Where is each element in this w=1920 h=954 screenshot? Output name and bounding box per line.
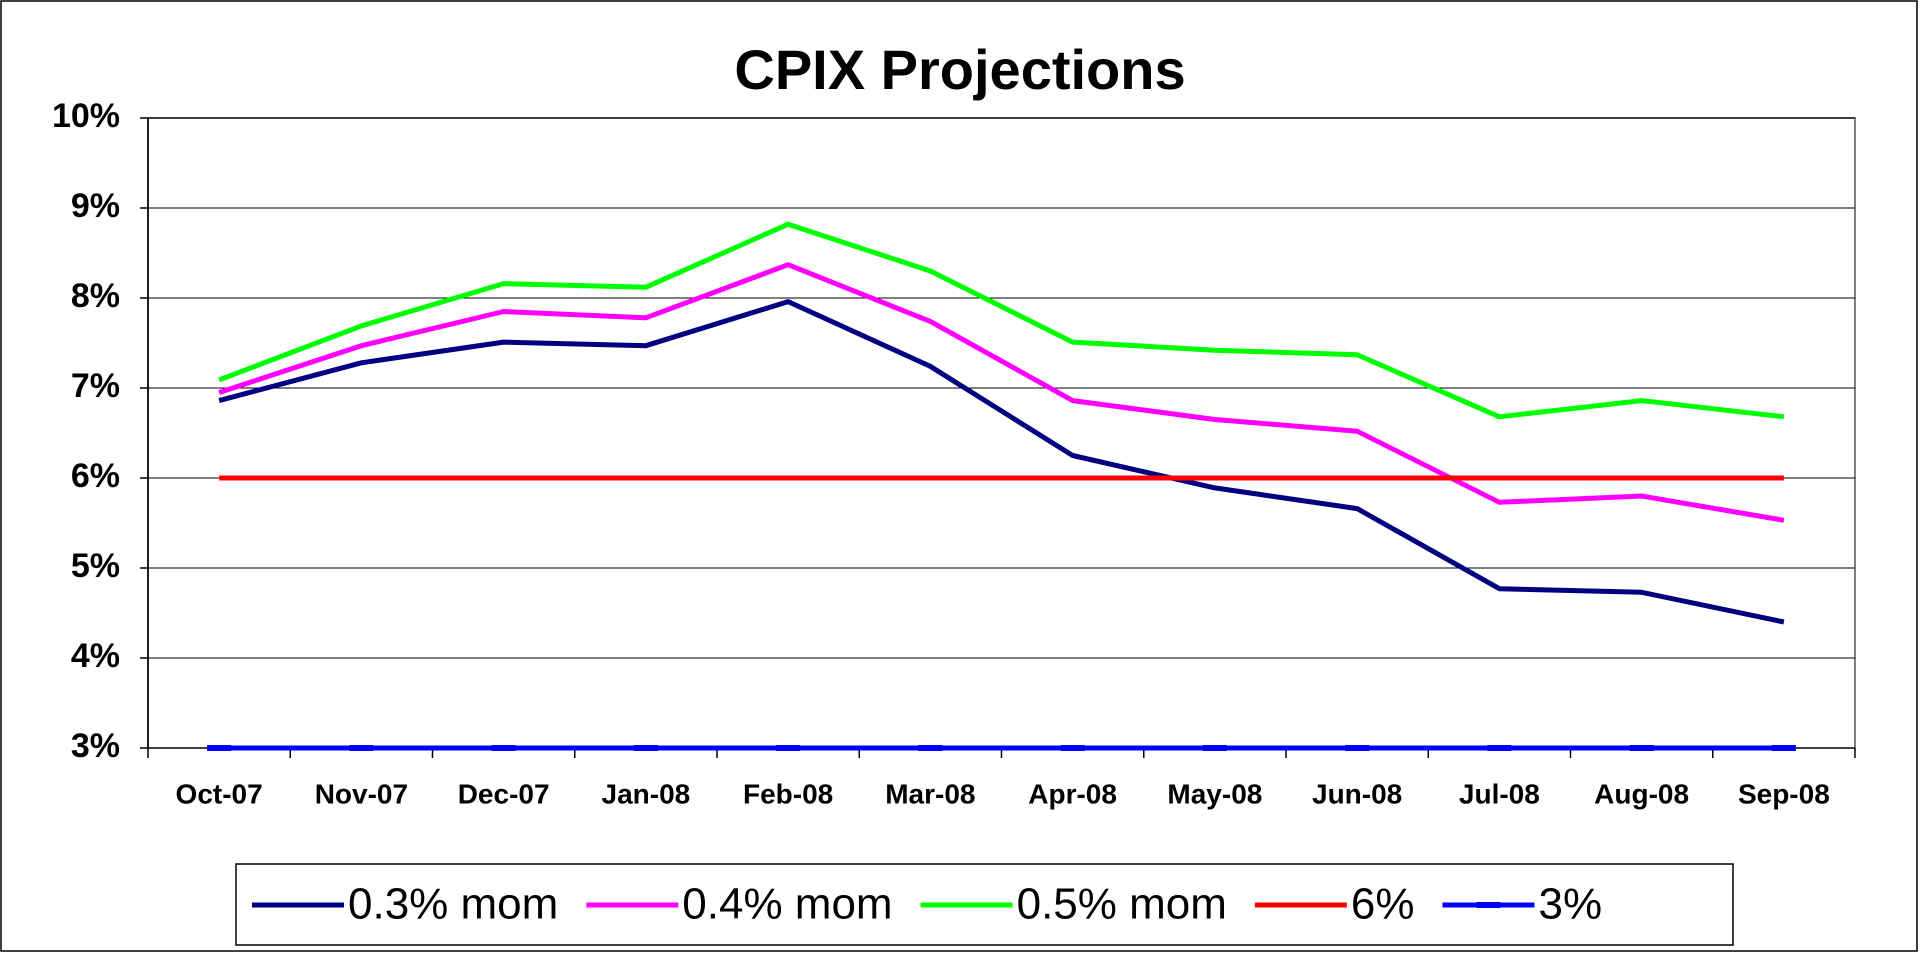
point-marker bbox=[1202, 745, 1227, 751]
x-tick-label: Sep-08 bbox=[1738, 778, 1830, 809]
y-tick-label: 7% bbox=[71, 367, 120, 405]
point-marker bbox=[776, 745, 801, 751]
legend-label: 0.4% mom bbox=[682, 880, 892, 929]
x-tick-label: Jun-08 bbox=[1312, 778, 1402, 809]
x-tick-label: Nov-07 bbox=[315, 778, 408, 809]
point-marker bbox=[349, 745, 374, 751]
legend-marker bbox=[1476, 902, 1501, 908]
x-tick-label: Apr-08 bbox=[1028, 778, 1117, 809]
x-tick-label: Jan-08 bbox=[602, 778, 691, 809]
x-tick-label: Dec-07 bbox=[458, 778, 550, 809]
series-line bbox=[218, 262, 1785, 523]
legend-label: 3% bbox=[1538, 880, 1602, 929]
point-marker bbox=[1060, 745, 1085, 751]
y-tick-label: 10% bbox=[52, 97, 120, 135]
y-tick-label: 8% bbox=[71, 277, 120, 315]
legend-label: 0.5% mom bbox=[1017, 880, 1227, 929]
x-tick-label: Aug-08 bbox=[1594, 778, 1689, 809]
y-tick-label: 6% bbox=[71, 457, 120, 495]
point-marker bbox=[633, 745, 658, 751]
chart-title: CPIX Projections bbox=[734, 38, 1185, 101]
series-line bbox=[218, 221, 1785, 420]
point-marker bbox=[1629, 745, 1654, 751]
point-marker bbox=[207, 745, 232, 751]
x-tick-label: Oct-07 bbox=[176, 778, 263, 809]
point-marker bbox=[1487, 745, 1512, 751]
x-tick-label: Feb-08 bbox=[743, 778, 833, 809]
y-tick-label: 3% bbox=[71, 727, 120, 765]
point-marker bbox=[918, 745, 943, 751]
legend-label: 0.3% mom bbox=[348, 880, 558, 929]
y-tick-label: 5% bbox=[71, 547, 120, 585]
y-tick-label: 4% bbox=[71, 637, 120, 675]
series-line bbox=[218, 299, 1785, 625]
point-marker bbox=[1771, 745, 1796, 751]
x-tick-label: Mar-08 bbox=[885, 778, 975, 809]
x-tick-label: May-08 bbox=[1167, 778, 1262, 809]
y-tick-label: 9% bbox=[71, 187, 120, 225]
plot-area bbox=[147, 117, 1856, 749]
point-marker bbox=[1345, 745, 1370, 751]
point-marker bbox=[491, 745, 516, 751]
x-tick-label: Jul-08 bbox=[1459, 778, 1540, 809]
legend-label: 6% bbox=[1351, 880, 1415, 929]
